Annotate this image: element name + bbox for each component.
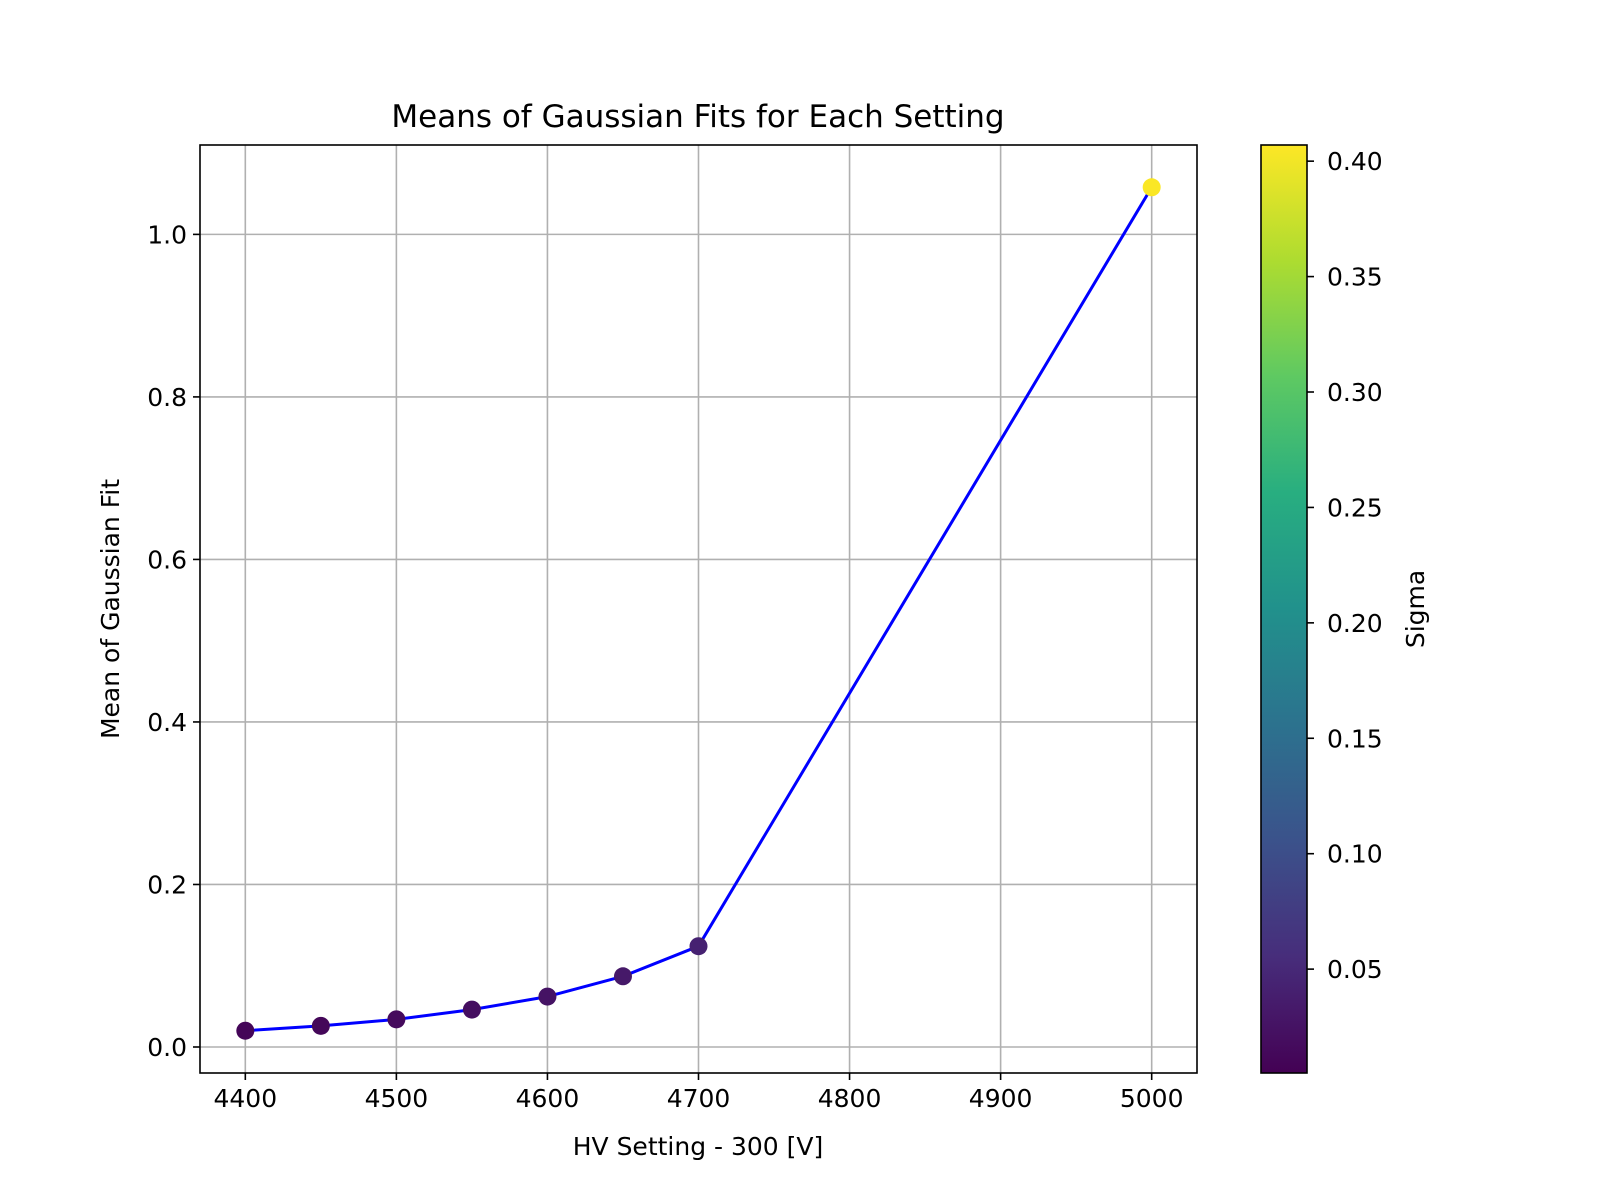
x-tick-label: 4900 [969, 1084, 1033, 1113]
scatter-point [311, 1016, 330, 1035]
scatter-point [236, 1021, 255, 1040]
colorbar-tick-label: 0.30 [1327, 378, 1383, 407]
scatter-point [689, 937, 708, 956]
y-axis-label: Mean of Gaussian Fit [96, 479, 125, 739]
colorbar-ticks: 0.05 0.10 0.15 0.20 0.25 0.30 0.35 0.40 [1307, 147, 1383, 984]
x-axis-label: HV Setting - 300 [V] [573, 1132, 824, 1161]
y-tick-label: 0.0 [147, 1033, 187, 1062]
colorbar-label: Sigma [1401, 570, 1430, 648]
colorbar-tick-label: 0.05 [1327, 955, 1383, 984]
colorbar-tick-label: 0.35 [1327, 263, 1383, 292]
colorbar-tick-label: 0.40 [1327, 147, 1383, 176]
y-tick-label: 1.0 [147, 220, 187, 249]
x-tick-label: 4700 [667, 1084, 731, 1113]
y-tick-label: 0.2 [147, 870, 187, 899]
scatter-point [538, 987, 557, 1006]
chart-title: Means of Gaussian Fits for Each Setting [391, 99, 1004, 135]
scatter-points [236, 178, 1161, 1040]
grid-lines [200, 145, 1197, 1073]
colorbar [1260, 144, 1308, 1074]
x-tick-label: 4400 [214, 1084, 278, 1113]
y-axis-ticks: 0.0 0.2 0.4 0.6 0.8 1.0 [147, 220, 200, 1062]
series-line [245, 186, 1153, 1033]
x-axis-ticks: 4400 4500 4600 4700 4800 4900 5000 [214, 1073, 1184, 1113]
scatter-point [387, 1010, 406, 1029]
series-line-layer [245, 186, 1153, 1033]
y-tick-label: 0.8 [147, 383, 187, 412]
y-tick-label: 0.4 [147, 708, 187, 737]
colorbar-tick-label: 0.10 [1327, 840, 1383, 869]
colorbar-tick-label: 0.15 [1327, 724, 1383, 753]
scatter-point [462, 1000, 481, 1019]
x-tick-label: 4800 [818, 1084, 882, 1113]
scatter-point [1142, 178, 1161, 197]
y-tick-label: 0.6 [147, 545, 187, 574]
x-tick-label: 4500 [365, 1084, 429, 1113]
x-tick-label: 5000 [1120, 1084, 1184, 1113]
colorbar-tick-label: 0.20 [1327, 609, 1383, 638]
scatter-point [613, 967, 632, 986]
colorbar-tick-label: 0.25 [1327, 493, 1383, 522]
x-tick-label: 4600 [516, 1084, 580, 1113]
